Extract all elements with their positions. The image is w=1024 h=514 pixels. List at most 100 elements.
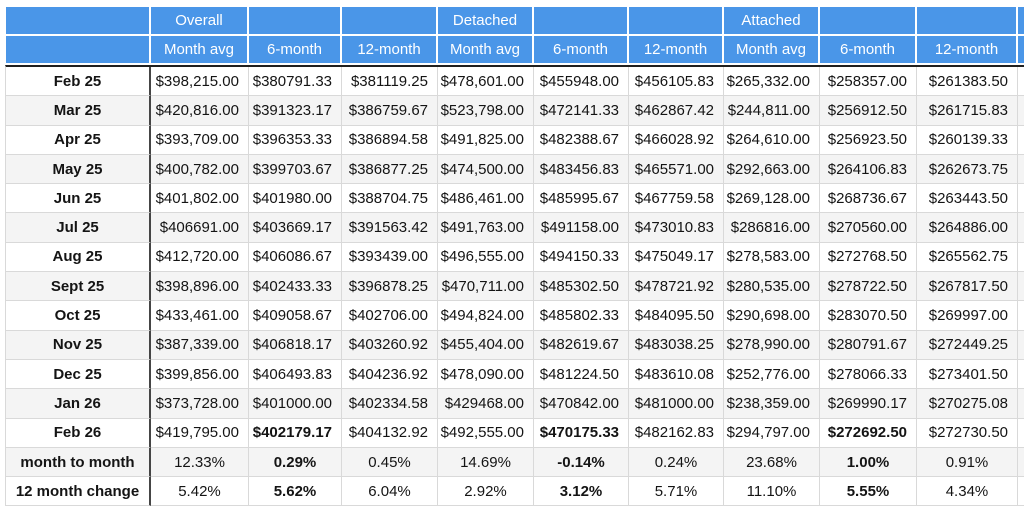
header-subcolumn-cell[interactable]: Month avg [151, 36, 247, 63]
table-cell[interactable]: $270275.08 [917, 389, 1018, 419]
header-empty-cell[interactable] [1018, 36, 1024, 63]
table-cell[interactable]: $473010.83 [629, 213, 724, 243]
table-cell[interactable]: 14.69% [438, 447, 534, 478]
table-cell[interactable]: $387,339.00 [151, 330, 249, 360]
table-cell[interactable]: $393439.00 [342, 242, 438, 273]
table-cell[interactable]: $482162.83 [629, 418, 724, 448]
table-cell[interactable]: $491,825.00 [438, 125, 534, 155]
table-cell[interactable]: $264106.83 [820, 154, 917, 185]
table-cell[interactable]: $433,461.00 [151, 301, 249, 331]
table-cell[interactable]: $399703.67 [249, 154, 342, 185]
table-cell-clipped[interactable] [1018, 272, 1024, 302]
row-label-cell[interactable]: Feb 26 [6, 418, 151, 448]
table-cell[interactable]: $475049.17 [629, 242, 724, 273]
header-empty-cell[interactable] [534, 7, 627, 34]
table-cell[interactable]: $396353.33 [249, 125, 342, 155]
table-cell[interactable]: $381119.25 [342, 67, 438, 97]
table-cell[interactable]: $261383.50 [917, 67, 1018, 97]
table-cell[interactable]: $472141.33 [534, 96, 629, 126]
table-cell[interactable]: $478,090.00 [438, 359, 534, 390]
header-empty-cell[interactable] [342, 7, 436, 34]
table-cell[interactable]: $256912.50 [820, 96, 917, 126]
header-subcolumn-cell[interactable]: Month avg [724, 36, 818, 63]
table-cell[interactable]: $404236.92 [342, 359, 438, 390]
row-label-cell[interactable]: May 25 [6, 154, 151, 185]
table-cell[interactable]: 5.62% [249, 477, 342, 507]
table-cell[interactable]: $373,728.00 [151, 389, 249, 419]
table-cell[interactable]: $386877.25 [342, 154, 438, 185]
table-cell[interactable]: $455,404.00 [438, 330, 534, 360]
table-cell-clipped[interactable] [1018, 418, 1024, 448]
table-cell[interactable]: $396878.25 [342, 272, 438, 302]
row-label-cell[interactable]: Oct 25 [6, 301, 151, 331]
table-cell[interactable]: $258357.00 [820, 67, 917, 97]
table-cell[interactable]: $523,798.00 [438, 96, 534, 126]
table-cell-clipped[interactable] [1018, 67, 1024, 97]
table-cell[interactable]: $263443.50 [917, 184, 1018, 214]
table-cell[interactable]: $429468.00 [438, 389, 534, 419]
table-cell[interactable]: $399,856.00 [151, 359, 249, 390]
table-cell[interactable]: $402179.17 [249, 418, 342, 448]
table-cell[interactable]: $401000.00 [249, 389, 342, 419]
table-cell[interactable]: 11.10% [724, 477, 820, 507]
table-cell[interactable]: $290,698.00 [724, 301, 820, 331]
table-cell[interactable]: $406493.83 [249, 359, 342, 390]
table-cell[interactable]: $272730.50 [917, 418, 1018, 448]
table-cell-clipped[interactable] [1018, 330, 1024, 360]
table-cell[interactable]: $403669.17 [249, 213, 342, 243]
header-subcolumn-cell[interactable]: 12-month [342, 36, 436, 63]
table-cell[interactable]: $286816.00 [724, 213, 820, 243]
table-cell[interactable]: $492,555.00 [438, 418, 534, 448]
table-cell[interactable]: $398,215.00 [151, 67, 249, 97]
table-cell[interactable]: $269997.00 [917, 301, 1018, 331]
table-cell[interactable]: -0.14% [534, 447, 629, 478]
row-label-cell[interactable]: Dec 25 [6, 359, 151, 390]
table-cell[interactable]: $386759.67 [342, 96, 438, 126]
table-cell[interactable]: 2.92% [438, 477, 534, 507]
header-empty-cell[interactable] [6, 7, 149, 34]
table-cell[interactable]: $272449.25 [917, 330, 1018, 360]
header-subcolumn-cell[interactable]: Month avg [438, 36, 532, 63]
table-cell[interactable]: $278066.33 [820, 359, 917, 390]
table-cell[interactable]: $482388.67 [534, 125, 629, 155]
table-cell[interactable]: $474,500.00 [438, 154, 534, 185]
row-label-cell[interactable]: Feb 25 [6, 67, 151, 97]
table-cell[interactable]: $264,610.00 [724, 125, 820, 155]
table-cell-clipped[interactable] [1018, 242, 1024, 273]
table-cell[interactable]: $420,816.00 [151, 96, 249, 126]
table-cell[interactable]: $273401.50 [917, 359, 1018, 390]
row-label-cell[interactable]: Mar 25 [6, 96, 151, 126]
table-cell[interactable]: $280,535.00 [724, 272, 820, 302]
table-cell[interactable]: $262673.75 [917, 154, 1018, 185]
table-cell-clipped[interactable] [1018, 184, 1024, 214]
table-cell[interactable]: 0.91% [917, 447, 1018, 478]
table-cell[interactable]: $486,461.00 [438, 184, 534, 214]
table-cell[interactable]: 0.29% [249, 447, 342, 478]
table-cell[interactable]: 4.34% [917, 477, 1018, 507]
table-cell[interactable]: $484095.50 [629, 301, 724, 331]
table-cell[interactable]: $467759.58 [629, 184, 724, 214]
table-cell[interactable]: $406086.67 [249, 242, 342, 273]
table-cell[interactable]: $278,990.00 [724, 330, 820, 360]
table-cell[interactable]: $386894.58 [342, 125, 438, 155]
table-cell[interactable]: $483610.08 [629, 359, 724, 390]
table-cell[interactable]: $393,709.00 [151, 125, 249, 155]
table-cell[interactable]: $252,776.00 [724, 359, 820, 390]
table-cell[interactable]: $278,583.00 [724, 242, 820, 273]
table-cell[interactable]: $404132.92 [342, 418, 438, 448]
table-cell[interactable]: $270560.00 [820, 213, 917, 243]
table-cell[interactable]: $294,797.00 [724, 418, 820, 448]
header-subcolumn-cell[interactable]: 6-month [534, 36, 627, 63]
header-subcolumn-cell[interactable]: 12-month [917, 36, 1016, 63]
table-cell[interactable]: $406691.00 [151, 213, 249, 243]
table-cell[interactable]: $485995.67 [534, 184, 629, 214]
table-cell-clipped[interactable] [1018, 359, 1024, 390]
table-cell[interactable]: 0.24% [629, 447, 724, 478]
table-cell[interactable]: $278722.50 [820, 272, 917, 302]
table-cell[interactable]: 3.12% [534, 477, 629, 507]
table-cell[interactable]: $485802.33 [534, 301, 629, 331]
table-cell[interactable]: $272768.50 [820, 242, 917, 273]
header-subcolumn-cell[interactable]: 12-month [629, 36, 722, 63]
table-cell[interactable]: $244,811.00 [724, 96, 820, 126]
table-cell[interactable]: $402706.00 [342, 301, 438, 331]
